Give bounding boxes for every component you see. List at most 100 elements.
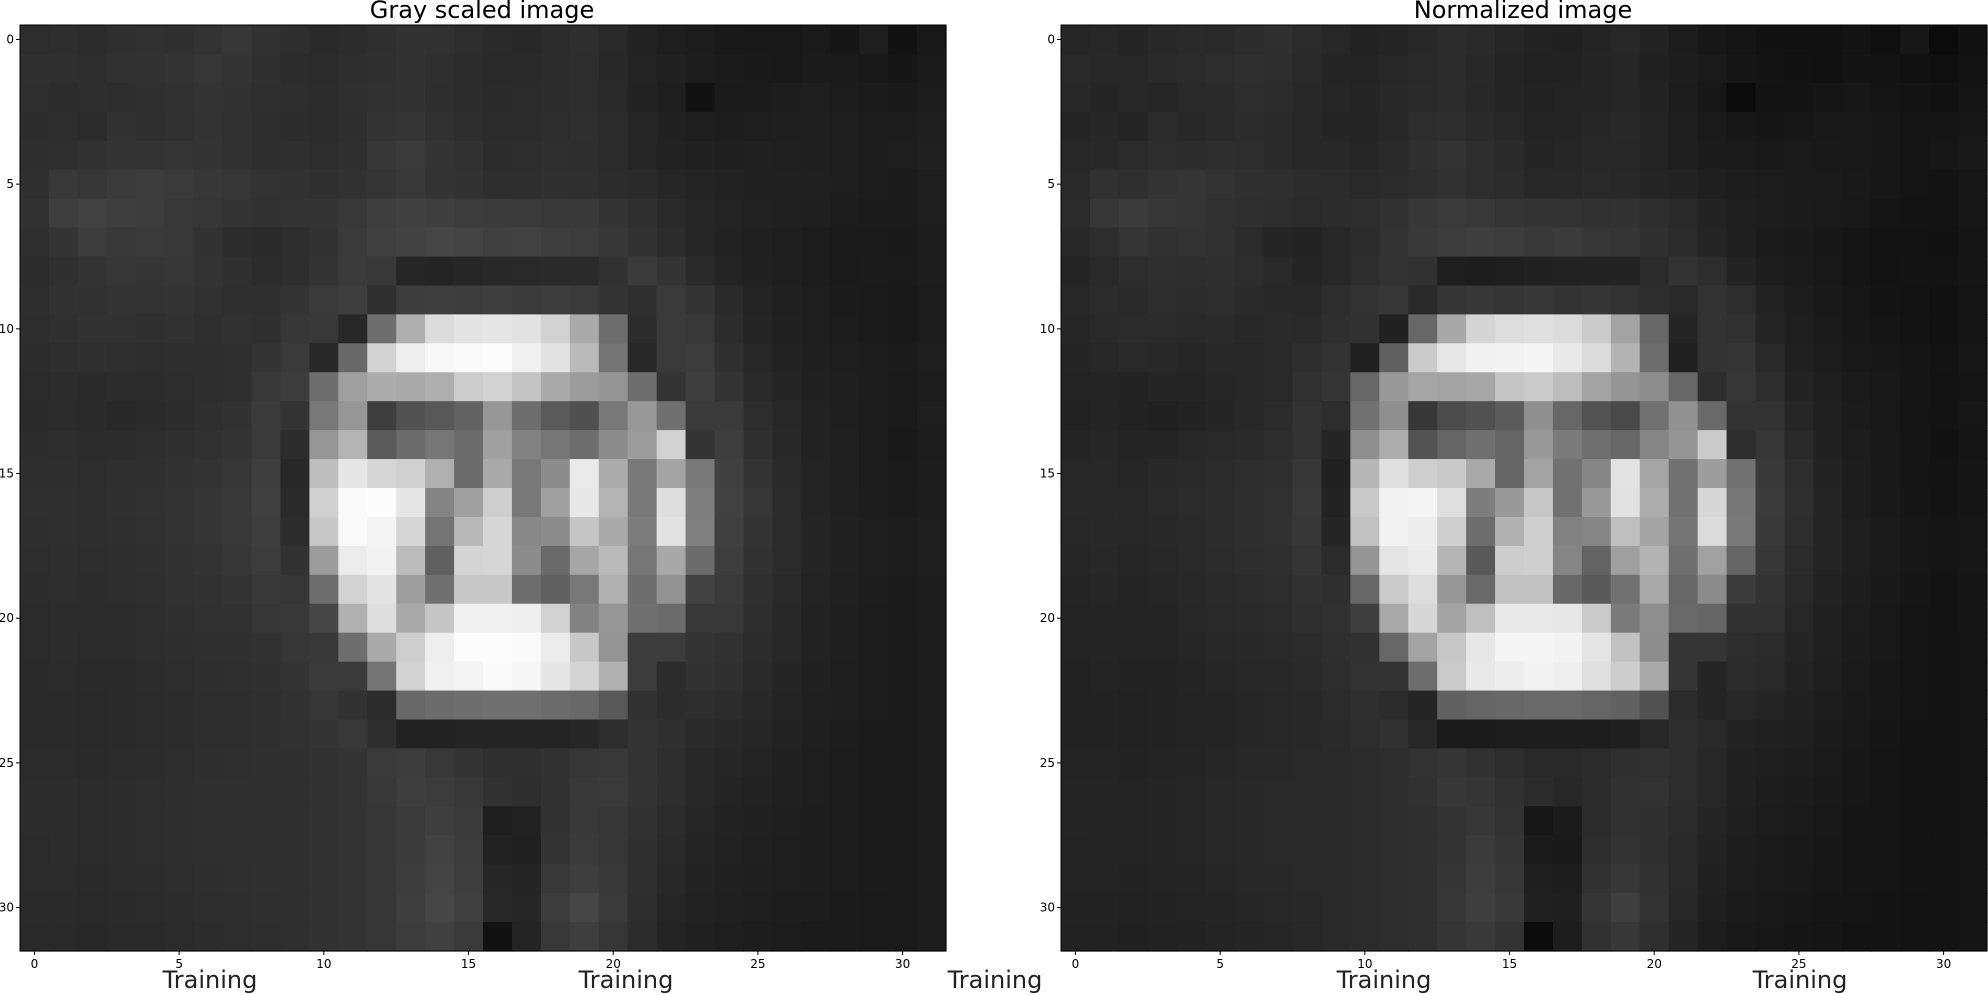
heatmap-cell xyxy=(48,690,79,721)
heatmap-cell xyxy=(483,459,513,489)
heatmap-cell xyxy=(656,690,687,721)
heatmap-cell xyxy=(656,372,687,402)
heatmap-cell xyxy=(1784,922,1814,952)
heatmap-cell xyxy=(1755,401,1786,431)
gray-scaled-panel: Gray scaled image 0 5 10 15 20 25 30 051015202… xyxy=(0,0,947,971)
heatmap-cell xyxy=(1929,777,1959,807)
heatmap-cell xyxy=(859,401,889,431)
heatmap-cell xyxy=(396,864,426,894)
heatmap-cell xyxy=(193,82,224,113)
heatmap-cell xyxy=(540,53,571,84)
heatmap-cell xyxy=(1552,748,1583,778)
y-tick-label: 15 xyxy=(1040,467,1055,481)
heatmap-cell xyxy=(859,459,889,489)
heatmap-cell xyxy=(1958,574,1988,605)
heatmap-cell xyxy=(888,401,918,431)
heatmap-cell xyxy=(1697,661,1728,692)
heatmap-cell xyxy=(656,777,687,807)
heatmap-cell xyxy=(540,922,571,952)
heatmap-cell xyxy=(1263,430,1294,460)
y-tick-label: 30 xyxy=(0,901,14,915)
heatmap-cell xyxy=(1147,719,1178,750)
heatmap-cell xyxy=(338,835,368,865)
heatmap-cell xyxy=(1495,140,1525,171)
heatmap-cell xyxy=(1147,198,1178,229)
heatmap-cell xyxy=(743,169,773,200)
heatmap-cell xyxy=(1234,488,1265,518)
heatmap-cell xyxy=(1755,835,1786,865)
heatmap-cell xyxy=(164,140,195,171)
heatmap-cell xyxy=(1813,516,1843,547)
heatmap-cell xyxy=(48,53,79,84)
heatmap-cell xyxy=(1350,227,1380,258)
heatmap-cell xyxy=(1466,314,1496,344)
heatmap-cell xyxy=(1089,719,1120,750)
heatmap-cell xyxy=(1524,82,1554,113)
heatmap-cell xyxy=(1958,661,1988,692)
heatmap-cell xyxy=(106,401,137,431)
heatmap-cell xyxy=(1784,372,1814,402)
heatmap-cell xyxy=(714,488,745,518)
heatmap-cell xyxy=(106,343,137,373)
heatmap-cell xyxy=(1697,256,1728,287)
heatmap-cell xyxy=(1147,748,1178,778)
heatmap-cell xyxy=(685,169,716,200)
heatmap-cell xyxy=(743,806,773,836)
heatmap-cell xyxy=(309,198,339,229)
heatmap-cell xyxy=(193,140,224,171)
y-tick-label: 5 xyxy=(1047,177,1055,191)
heatmap-cell xyxy=(1813,459,1843,489)
heatmap-cell xyxy=(1147,922,1178,952)
heatmap-cell xyxy=(1958,82,1988,113)
heatmap-cell xyxy=(1263,922,1294,952)
heatmap-cell xyxy=(743,748,773,778)
x-tick-label: 30 xyxy=(1936,957,1951,971)
heatmap-cell xyxy=(1466,632,1496,663)
heatmap-cell xyxy=(1668,748,1699,778)
heatmap-cell xyxy=(1205,748,1236,778)
heatmap-cell xyxy=(1495,603,1525,634)
heatmap-cell xyxy=(396,256,426,287)
heatmap-cell xyxy=(338,53,368,84)
caption-training-5: Training xyxy=(1752,966,1848,994)
heatmap-cell xyxy=(338,690,368,721)
heatmap-cell xyxy=(801,198,831,229)
heatmap-cell xyxy=(1871,690,1901,721)
heatmap-cell xyxy=(1350,372,1380,402)
heatmap-cell xyxy=(1234,111,1265,142)
heatmap-cell xyxy=(1581,198,1612,229)
heatmap-cell xyxy=(888,430,918,460)
heatmap-cell xyxy=(1205,459,1236,489)
heatmap-cell xyxy=(367,111,397,142)
heatmap-cell xyxy=(1176,285,1207,315)
heatmap-cell xyxy=(1466,256,1496,287)
heatmap-cell xyxy=(48,285,79,315)
heatmap-cell xyxy=(338,661,368,692)
heatmap-cell xyxy=(1871,748,1901,778)
heatmap-cell xyxy=(685,343,716,373)
heatmap-cell xyxy=(483,53,513,84)
heatmap-cell xyxy=(1668,401,1699,431)
heatmap-cell xyxy=(1871,777,1901,807)
heatmap-cell xyxy=(801,488,831,518)
heatmap-cell xyxy=(1263,25,1294,55)
heatmap-cell xyxy=(338,111,368,142)
heatmap-cell xyxy=(48,227,79,258)
heatmap-cell xyxy=(1321,459,1351,489)
heatmap-cell xyxy=(20,488,50,518)
heatmap-cell xyxy=(1524,256,1554,287)
heatmap-cell xyxy=(251,459,282,489)
heatmap-cell xyxy=(1176,574,1207,605)
heatmap-cell xyxy=(888,777,918,807)
heatmap-cell xyxy=(1089,806,1120,836)
heatmap-cell xyxy=(1639,661,1670,692)
heatmap-cell xyxy=(280,401,310,431)
heatmap-cell xyxy=(1929,574,1959,605)
heatmap-cell xyxy=(20,835,50,865)
heatmap-cell xyxy=(77,140,108,171)
heatmap-cell xyxy=(222,719,253,750)
heatmap-cell xyxy=(1958,53,1988,84)
heatmap-cell xyxy=(1061,748,1091,778)
heatmap-cell xyxy=(164,285,195,315)
heatmap-cell xyxy=(1842,401,1872,431)
